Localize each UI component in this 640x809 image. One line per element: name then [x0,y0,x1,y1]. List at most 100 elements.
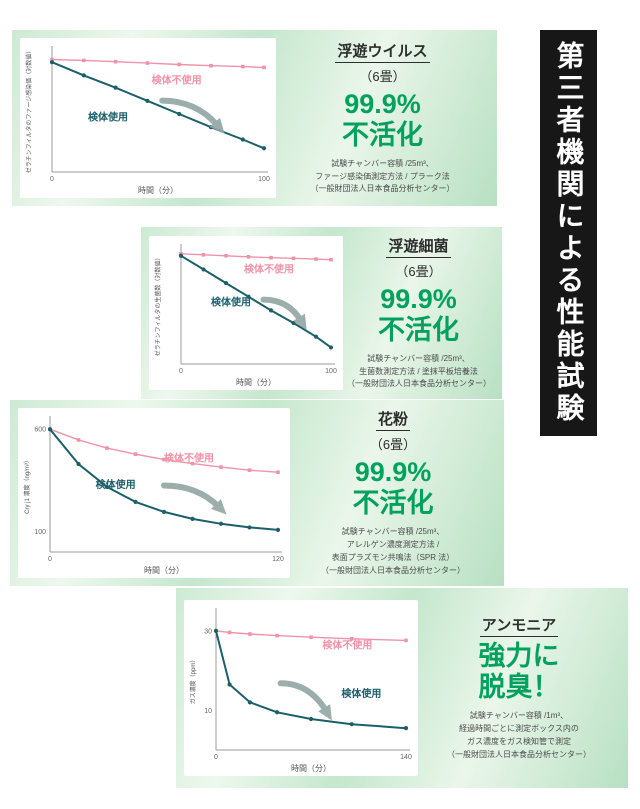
data-point [201,267,206,272]
test-notes: 試験チャンバー容積 /25m³、 生菌数測定方法 / 塗抹平板培養法 （一般財団… [347,353,491,389]
test-notes: 試験チャンバー容積 /1m³、 経過時間ごとに測定ボックス内の ガス濃度をガス検… [447,711,591,759]
result-label: 脱臭！ [478,672,560,703]
x-axis-label: 時間（分） [236,378,276,387]
data-point [246,254,251,259]
pollen-chart-card: 検体不使用 検体使用 0 120 600 100 時間（分） Cry j1 濃度（ng/m³） [18,408,290,578]
decline-arrow-icon [161,482,227,515]
data-point [247,468,252,472]
ammonia-chart-card: 検体不使用 検体使用 0 140 30 10 時間（分） ガス濃度（ppm） [184,600,418,776]
data-point [177,111,182,117]
data-point [403,726,409,731]
data-point [314,257,318,261]
series-line [49,428,279,473]
y-tick-label: 100 [34,529,46,536]
pollen-info: 花粉 （6畳） 99.9% 不活化 試験チャンバー容積 /25m³、 アレルゲン… [290,408,496,577]
data-point [274,710,280,715]
series-label: 検体不使用 [322,639,372,652]
result-label: 不活化 [352,488,434,519]
data-point [177,62,181,67]
panel-subtitle: （6畳） [369,437,417,453]
test-notes: 試験チャンバー容積 /25m³、 ファージ感染価測定方法 / プラーク法 （一般… [310,158,455,194]
data-point [261,146,267,151]
panel-ammonia: 検体不使用 検体使用 0 140 30 10 時間（分） ガス濃度（ppm） アンモニア 強力… [176,588,628,788]
data-point [349,722,354,727]
x-tick-label: 0 [179,368,183,375]
data-point [49,60,55,65]
bacteria-chart-card: 検体不使用 検体使用 0 100 時間（分） ゼラチンフィルタの生菌数（対数値） [149,236,343,390]
result-value: 99.9% [380,283,457,314]
x-tick-label: 0 [214,754,218,761]
data-point [223,280,229,286]
data-point [113,59,118,64]
data-point [82,58,86,63]
x-tick-label: 0 [48,556,52,563]
data-point [76,461,81,467]
data-point [201,253,206,257]
data-point [291,256,296,261]
data-point [47,427,53,432]
result-value: 99.9% [344,88,421,119]
data-point [349,637,354,641]
panel-title: 浮遊ウイルス [335,40,430,63]
series-line [51,58,265,69]
data-point [145,61,150,65]
data-point [227,682,232,687]
result-value: 99.9% [354,457,432,488]
data-point [275,633,279,638]
data-point [308,716,314,722]
y-tick-label: 30 [204,628,212,635]
panel-pollen: 検体不使用 検体使用 0 120 600 100 時間（分） Cry j1 濃度（ng/m³）… [10,400,504,586]
data-point [145,98,150,103]
data-point [262,65,266,70]
x-axis-label: 時間（分） [138,186,178,195]
data-point [190,516,195,521]
data-point [240,137,245,142]
virus-info: 浮遊ウイルス （6畳） 99.9% 不活化 試験チャンバー容積 /25m³、 フ… [276,40,489,196]
series-label: 検体使用 [96,478,136,491]
data-point [218,521,224,526]
data-point [268,308,274,313]
x-tick-label: 140 [400,754,412,761]
series-label: 検体使用 [211,296,251,309]
data-point [269,255,273,260]
series-line [51,61,265,150]
data-point [133,499,138,504]
x-tick-label: 100 [258,176,270,183]
x-tick-label: 100 [325,368,337,375]
decline-arrow-icon [277,680,332,721]
panel-subtitle: （6畳） [395,263,442,279]
test-notes: 試験チャンバー容積 /25m³、 アレルゲン濃度測定方法 / 表面プラズモン共鳴… [321,527,465,575]
data-point [276,470,280,474]
data-point [104,484,110,490]
data-point [133,452,138,456]
series-label: 検体使用 [88,110,128,123]
panel-airborne-virus: 検体不使用 検体使用 0 100 時間（分） ゼラチンフィルタのファージ感染価（対数値） … [12,30,497,206]
data-point [213,628,219,633]
panel-title: アンモニア [479,614,559,638]
data-point [309,635,313,640]
data-point [50,57,54,62]
data-point [161,509,167,514]
series-label: 検体不使用 [244,263,294,276]
data-point [248,632,252,636]
x-tick-label: 120 [272,556,284,563]
data-point [241,64,245,69]
x-axis-label: 時間（分） [144,566,184,575]
series-line [49,428,279,531]
data-point [328,345,334,350]
result-label: 不活化 [378,314,459,345]
data-point [162,457,166,462]
data-point [247,525,252,530]
series-line [180,253,332,261]
data-point [246,294,251,299]
x-axis-label: 時間（分） [291,764,331,773]
series-line [215,630,407,730]
data-point [275,527,281,533]
panel-title: 浮遊細菌 [386,235,451,258]
result-block: 強力に 脱臭！ [422,641,616,703]
data-point [178,253,184,258]
x-tick-label: 0 [50,176,54,183]
